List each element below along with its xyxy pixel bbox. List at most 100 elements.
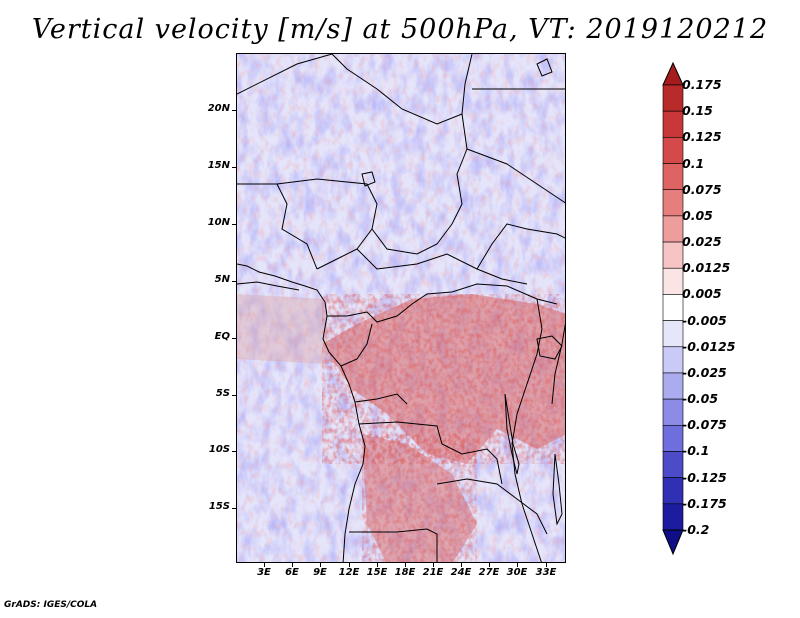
lon-tick [433,563,434,567]
colorbar-label: 0.05 [682,207,713,223]
border-niger-nigeria [276,183,318,270]
lake-malawi [552,453,563,526]
map-area [236,53,566,563]
border-cameroon [316,228,373,270]
border-sahel [237,54,473,255]
colorbar-label: 0.0125 [682,260,731,276]
lake-chad [361,171,376,187]
lat-label-15n: 15N [207,160,230,171]
lon-label-30e: 30E [506,567,528,578]
colorbar-label: 0.025 [682,234,722,250]
lon-tick [264,563,265,567]
colorbar-segment [662,110,684,138]
lon-label-15e: 15E [366,567,388,578]
lon-label-6e: 6E [285,567,299,578]
velocity-field [237,54,565,562]
footer-credit: GrADS: IGES/COLA [4,600,98,610]
coastline-west [237,263,366,562]
colorbar-label: 0.15 [682,103,713,119]
coastline-gulf [237,281,300,291]
colorbar-label: -0.005 [682,312,727,328]
boundaries [237,54,565,562]
lat-label-15s: 15S [208,501,230,512]
colorbar-segment [662,189,684,217]
colorbar-label: 0.075 [682,181,722,197]
colorbar-segment [662,215,684,243]
lat-label-10n: 10N [207,217,230,228]
lon-tick [489,563,490,567]
border-east [511,298,543,562]
colorbar-label: -0.175 [682,495,727,511]
lat-label-10s: 10S [208,444,230,455]
colorbar-segment [662,137,684,164]
lat-tick [232,281,236,282]
lon-label-24e: 24E [450,567,472,578]
border-libya [331,54,463,125]
lat-tick [232,224,236,225]
lon-label-27e: 27E [478,567,500,578]
colorbar-segment [662,267,684,295]
equatorial-band [237,294,327,364]
lon-tick [377,563,378,567]
colorbar-segment [662,503,684,531]
lat-label-5s: 5S [215,388,230,399]
lon-label-12e: 12E [338,567,360,578]
colorbar [662,61,684,556]
colorbar-top-arrow [662,61,684,86]
border-sudan [466,148,565,204]
ascent-region-congo-core [322,294,565,464]
lon-label-21e: 21E [422,567,444,578]
lat-tick [232,451,236,452]
lake-tanganyika [504,393,520,475]
colorbar-segment [662,346,684,374]
lat-tick [232,110,236,111]
colorbar-label: -0.025 [682,364,727,380]
colorbar-label: 0.175 [682,77,722,92]
colorbar-bottom-arrow [662,529,684,556]
lon-tick [405,563,406,567]
red-sea [536,58,553,77]
lat-label-eq: EQ [214,331,230,342]
colorbar-segment [662,320,684,348]
lat-tick [232,167,236,168]
border-namibia [349,528,438,562]
colorbar-label: -0.2 [682,522,710,537]
colorbar-segment [662,398,684,426]
colorbar-label: 0.125 [682,129,722,145]
border-congo-north [327,283,558,323]
colorbar-segment [662,163,684,191]
colorbar-segment [662,84,684,112]
colorbar-segment [662,477,684,505]
lat-tick [232,338,236,339]
lon-tick [461,563,462,567]
colorbar-label: -0.1 [682,443,710,459]
lon-label-18e: 18E [394,567,416,578]
colorbar-label: -0.075 [682,417,727,433]
lon-tick [292,563,293,567]
colorbar-segment [662,424,684,452]
colorbar-segment [662,451,684,478]
border-nw [237,54,333,95]
lat-tick [232,508,236,509]
lon-label-3e: 3E [257,567,271,578]
lon-tick [517,563,518,567]
colorbar-label: -0.125 [682,469,727,485]
border-south-sudan [476,223,565,270]
lat-tick [232,395,236,396]
lake-victoria [536,335,563,360]
lon-tick [320,563,321,567]
colorbar-label: -0.0125 [682,338,736,354]
border-zambia [436,478,548,535]
ascent-region-angola-core [362,434,477,562]
lat-label-20n: 20N [207,103,230,114]
border-angola-drc [358,421,503,485]
colorbar-segment [662,372,684,400]
lat-label-5n: 5N [214,274,230,285]
colorbar-segment [662,241,684,269]
lon-label-9e: 9E [313,567,327,578]
colorbar-label: -0.05 [682,391,719,407]
border-congo-brazzaville [340,323,373,367]
lon-label-33e: 33E [535,567,557,578]
border-drc-west [354,393,408,405]
lon-tick [546,563,547,567]
